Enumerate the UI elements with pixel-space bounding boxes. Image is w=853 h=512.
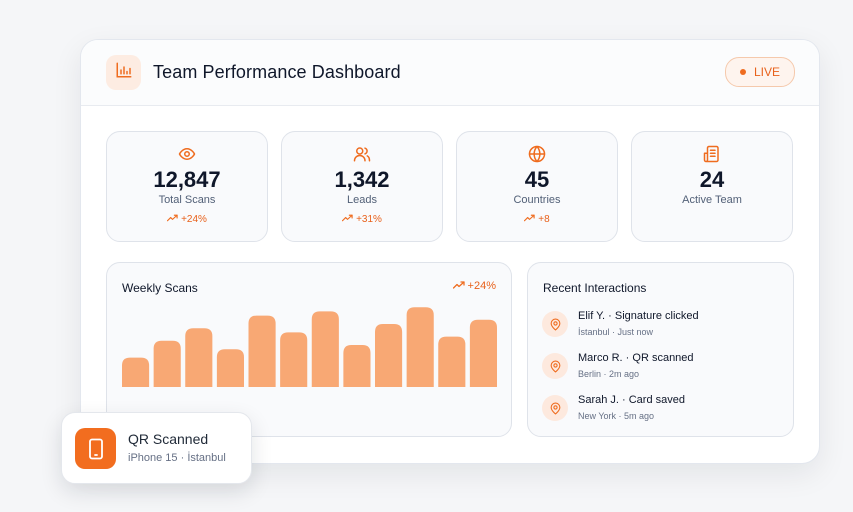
- chart-bar: [153, 340, 181, 387]
- stat-card-leads[interactable]: 1,342 Leads +31%: [281, 131, 443, 242]
- stat-delta-text: +24%: [181, 214, 207, 225]
- chart-bar: [343, 345, 371, 387]
- stat-delta: +24%: [107, 214, 267, 225]
- dashboard-header: Team Performance Dashboard LIVE: [81, 40, 819, 106]
- chart-bar: [185, 328, 213, 387]
- weekly-scans-delta-text: +24%: [467, 280, 496, 292]
- stat-label: Active Team: [682, 194, 742, 206]
- stat-value: 1,342: [334, 167, 390, 192]
- chart-bar: [469, 319, 497, 387]
- interaction-item[interactable]: Marco R. · QR scanned Berlin · 2m ago: [542, 349, 772, 383]
- weekly-scans-title: Weekly Scans: [122, 281, 198, 295]
- live-label: LIVE: [753, 65, 780, 79]
- qr-scanned-toast[interactable]: QR Scanned iPhone 15 · İstanbul: [61, 412, 252, 484]
- stat-label: Total Scans: [158, 194, 216, 206]
- location-pin-icon: [542, 311, 568, 337]
- chart-bar: [311, 311, 339, 387]
- toast-title: QR Scanned: [128, 431, 209, 447]
- live-badge[interactable]: LIVE: [724, 57, 795, 87]
- globe-icon: [528, 145, 546, 163]
- stat-value: 24: [699, 167, 725, 192]
- trend-up-icon: [166, 214, 178, 225]
- stat-delta: +8: [457, 214, 617, 225]
- chart-bar: [216, 349, 244, 387]
- location-pin-icon: [542, 395, 568, 421]
- stat-value: 45: [524, 167, 550, 192]
- users-icon: [353, 145, 371, 163]
- recent-interactions-panel: Recent Interactions Elif Y. · Signature …: [527, 262, 794, 437]
- trend-up-icon: [524, 214, 535, 225]
- toast-subtitle: iPhone 15 · İstanbul: [128, 452, 226, 464]
- stat-delta-text: +31%: [356, 214, 382, 225]
- trend-up-icon: [341, 214, 353, 225]
- stat-card-active-team[interactable]: 24 Active Team: [631, 131, 793, 242]
- stat-card-countries[interactable]: 45 Countries +8: [456, 131, 618, 242]
- chart-bar: [280, 332, 308, 387]
- bar-chart-icon: [115, 61, 133, 84]
- chart-bar: [248, 315, 276, 387]
- interaction-title: Marco R. · QR scanned: [578, 352, 694, 364]
- chart-bar: [438, 336, 466, 387]
- interaction-title: Elif Y. · Signature clicked: [578, 310, 699, 322]
- page-title: Team Performance Dashboard: [153, 62, 401, 82]
- logo: [106, 55, 141, 90]
- chart-bar: [122, 357, 150, 387]
- interaction-subtitle: İstanbul · Just now: [578, 327, 654, 337]
- weekly-scans-panel: Weekly Scans +24%: [106, 262, 512, 437]
- newspaper-icon: [703, 145, 721, 163]
- live-dot-icon: [739, 69, 746, 75]
- chart-bar: [406, 307, 434, 387]
- stat-label: Countries: [513, 194, 561, 206]
- stat-delta: +31%: [282, 214, 442, 225]
- eye-icon: [178, 145, 196, 163]
- stat-card-total-scans[interactable]: 12,847 Total Scans +24%: [106, 131, 268, 242]
- weekly-scans-delta: +24%: [452, 280, 496, 292]
- recent-interactions-title: Recent Interactions: [543, 281, 647, 295]
- location-pin-icon: [542, 353, 568, 379]
- interaction-title: Sarah J. · Card saved: [578, 394, 685, 406]
- interaction-subtitle: Berlin · 2m ago: [578, 369, 640, 379]
- chart-bar: [375, 324, 403, 387]
- stat-value: 12,847: [153, 167, 221, 192]
- interaction-item[interactable]: Elif Y. · Signature clicked İstanbul · J…: [542, 307, 772, 341]
- stat-label: Leads: [347, 194, 377, 206]
- phone-icon: [75, 428, 116, 469]
- weekly-scans-chart: [122, 307, 497, 387]
- stat-delta-text: +8: [538, 214, 550, 225]
- interaction-item[interactable]: Sarah J. · Card saved New York · 5m ago: [542, 391, 772, 425]
- interaction-subtitle: New York · 5m ago: [578, 411, 655, 421]
- trend-up-icon: [452, 280, 465, 292]
- dashboard-card: Team Performance Dashboard LIVE 12,847 T…: [80, 39, 820, 464]
